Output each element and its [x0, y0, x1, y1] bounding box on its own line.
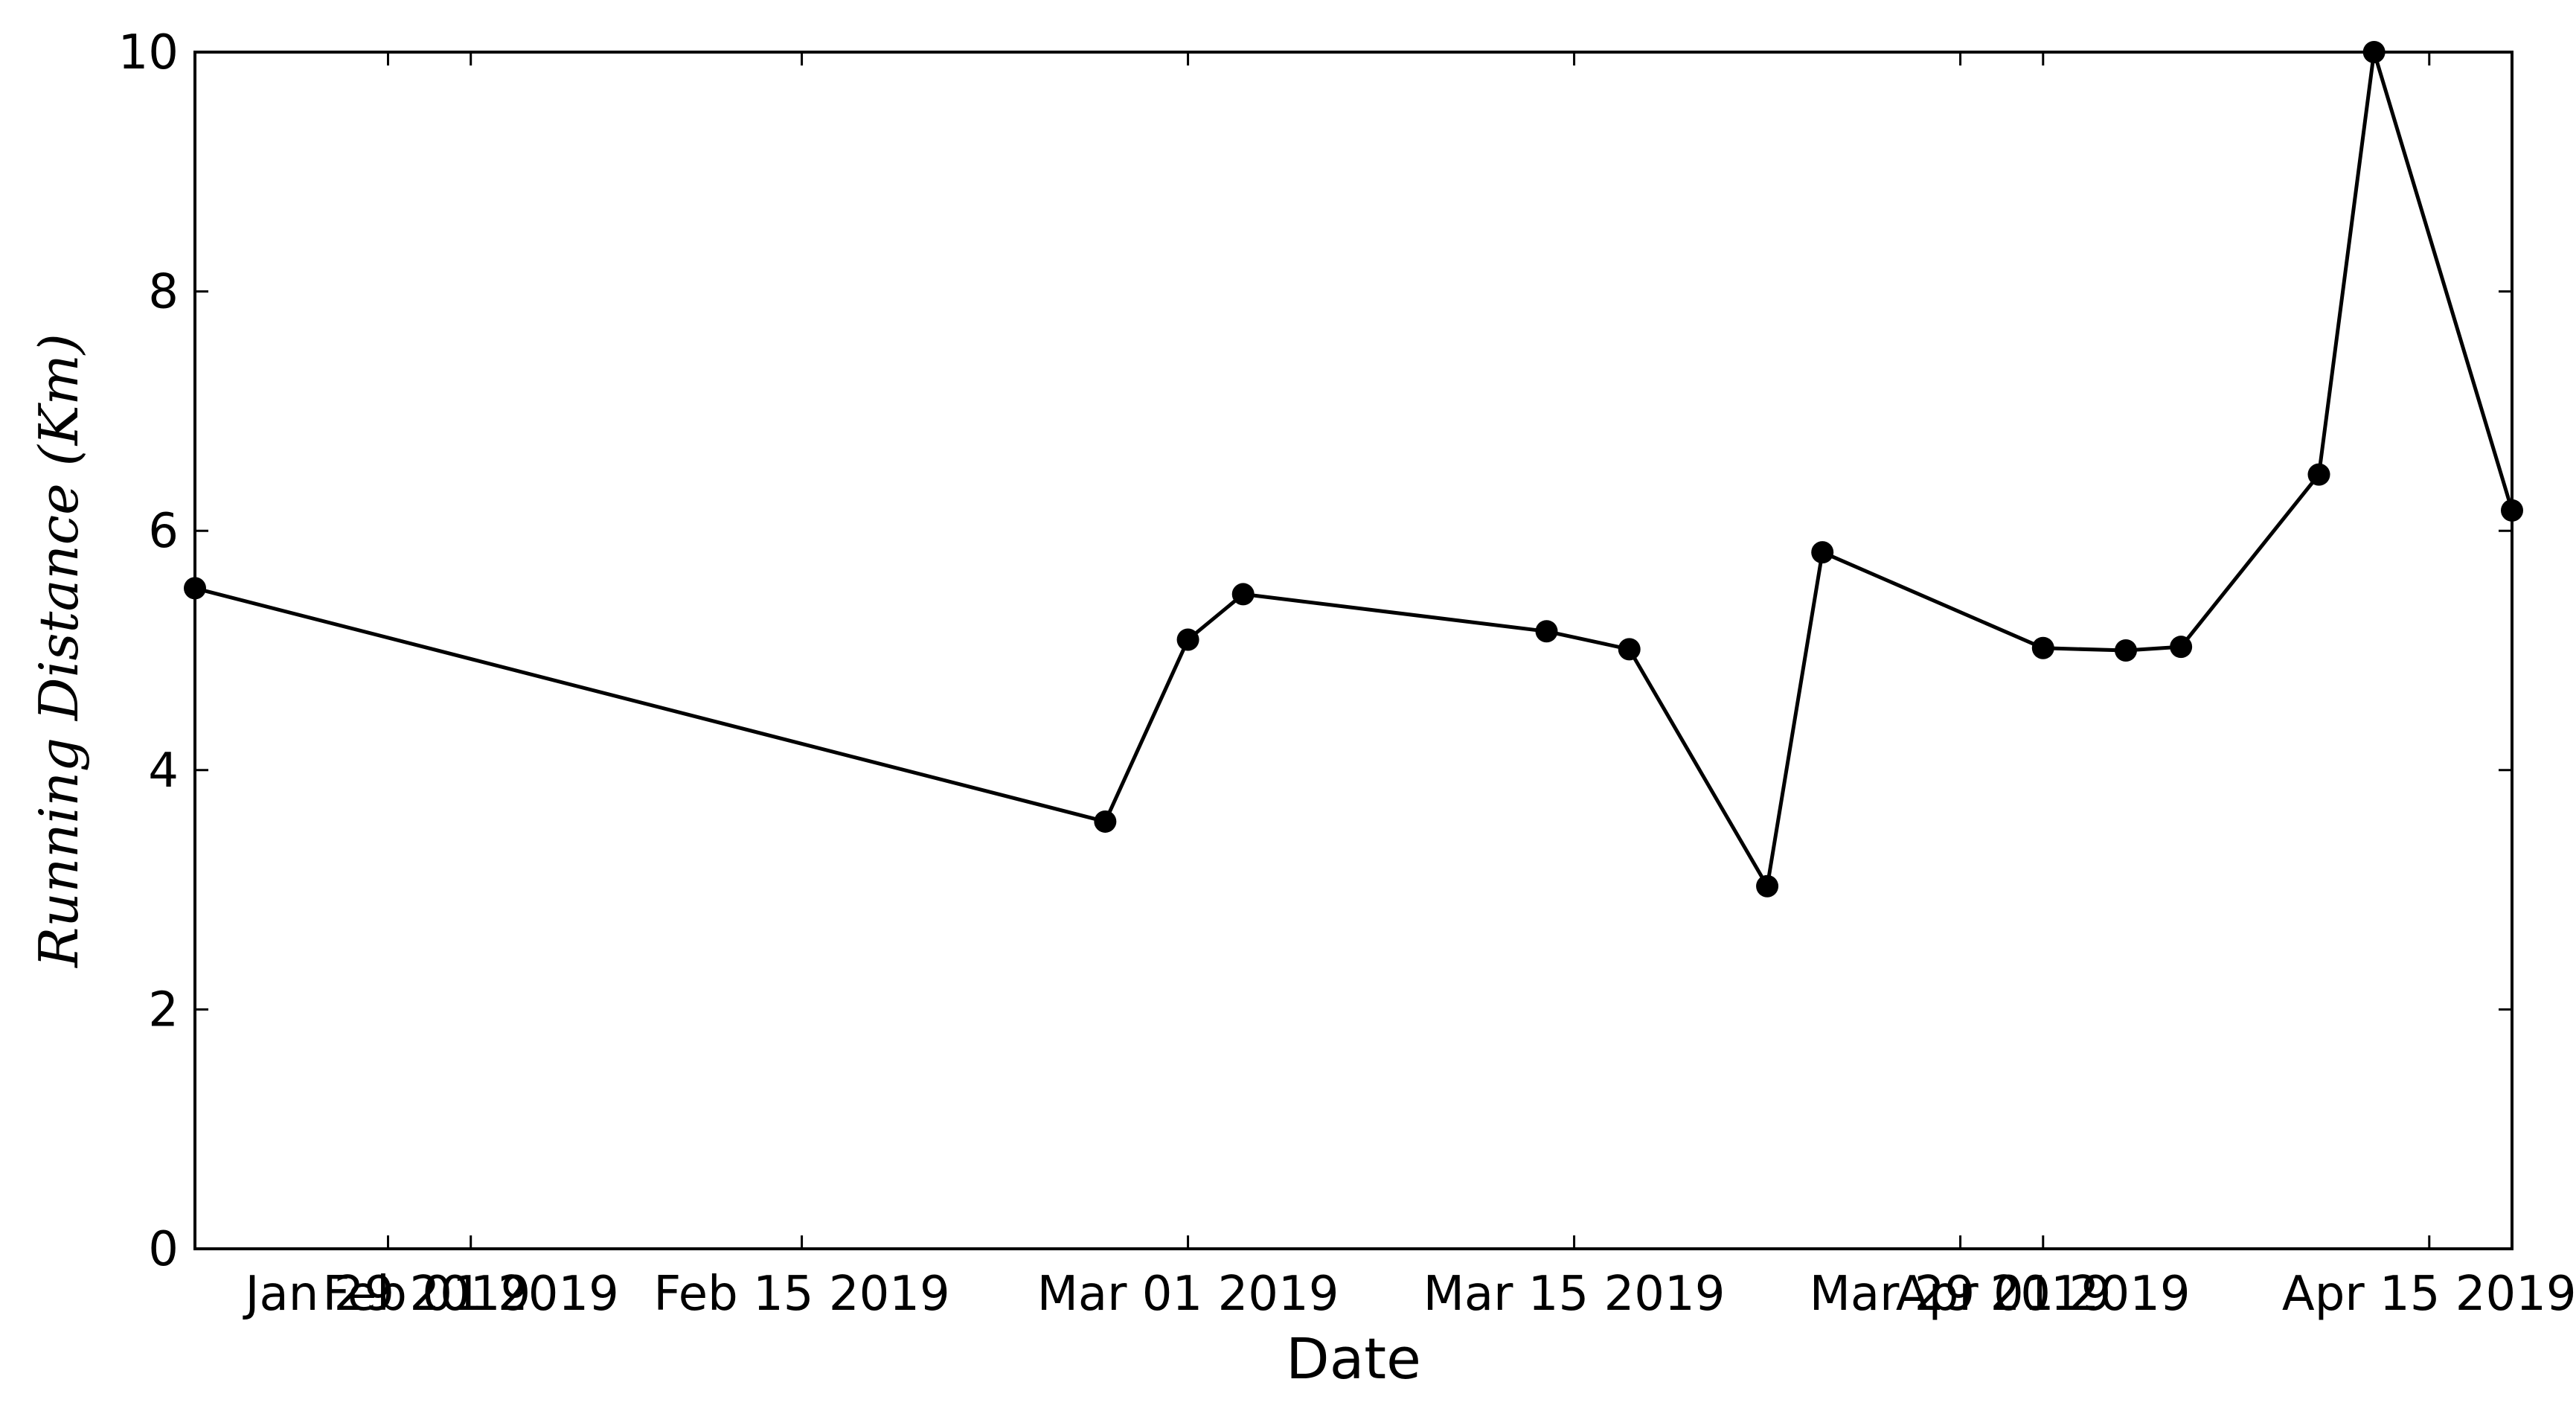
- x-tick-label: Apr 01 2019: [1896, 1267, 2191, 1322]
- data-point: [1811, 541, 1834, 564]
- data-point: [2170, 636, 2193, 659]
- x-tick-label: Apr 15 2019: [2282, 1267, 2576, 1322]
- x-tick-label: Feb 15 2019: [653, 1267, 949, 1322]
- y-tick-label: 8: [148, 265, 179, 320]
- data-point: [1094, 810, 1117, 833]
- data-point: [1231, 583, 1255, 606]
- data-point: [1756, 874, 1779, 898]
- y-axis-title: Running Distance (Km): [28, 333, 90, 969]
- y-tick-label: 0: [148, 1222, 179, 1277]
- data-point: [1618, 638, 1641, 661]
- x-axis-title: Date: [1286, 1325, 1421, 1392]
- x-tick-label: Jan 29 2019: [243, 1267, 531, 1322]
- data-point: [1535, 620, 1558, 643]
- series-line: [194, 50, 2514, 889]
- data-point: [2307, 463, 2330, 486]
- data-point: [2031, 636, 2054, 659]
- y-tick-label: 6: [148, 504, 179, 559]
- data-point: [2115, 639, 2137, 662]
- x-tick-label: Mar 15 2019: [1423, 1267, 1726, 1322]
- y-tick-label: 4: [148, 743, 179, 799]
- x-tick-label: Feb 01 2019: [323, 1267, 619, 1322]
- data-point: [1176, 628, 1199, 651]
- y-tick-label: 2: [148, 982, 179, 1037]
- plot-frame: [193, 51, 2513, 1250]
- x-tick-label: Mar 29 2019: [1810, 1267, 2112, 1322]
- series: [184, 41, 2523, 898]
- x-tick-label: Mar 01 2019: [1037, 1267, 1339, 1322]
- y-tick-label: 10: [118, 25, 179, 80]
